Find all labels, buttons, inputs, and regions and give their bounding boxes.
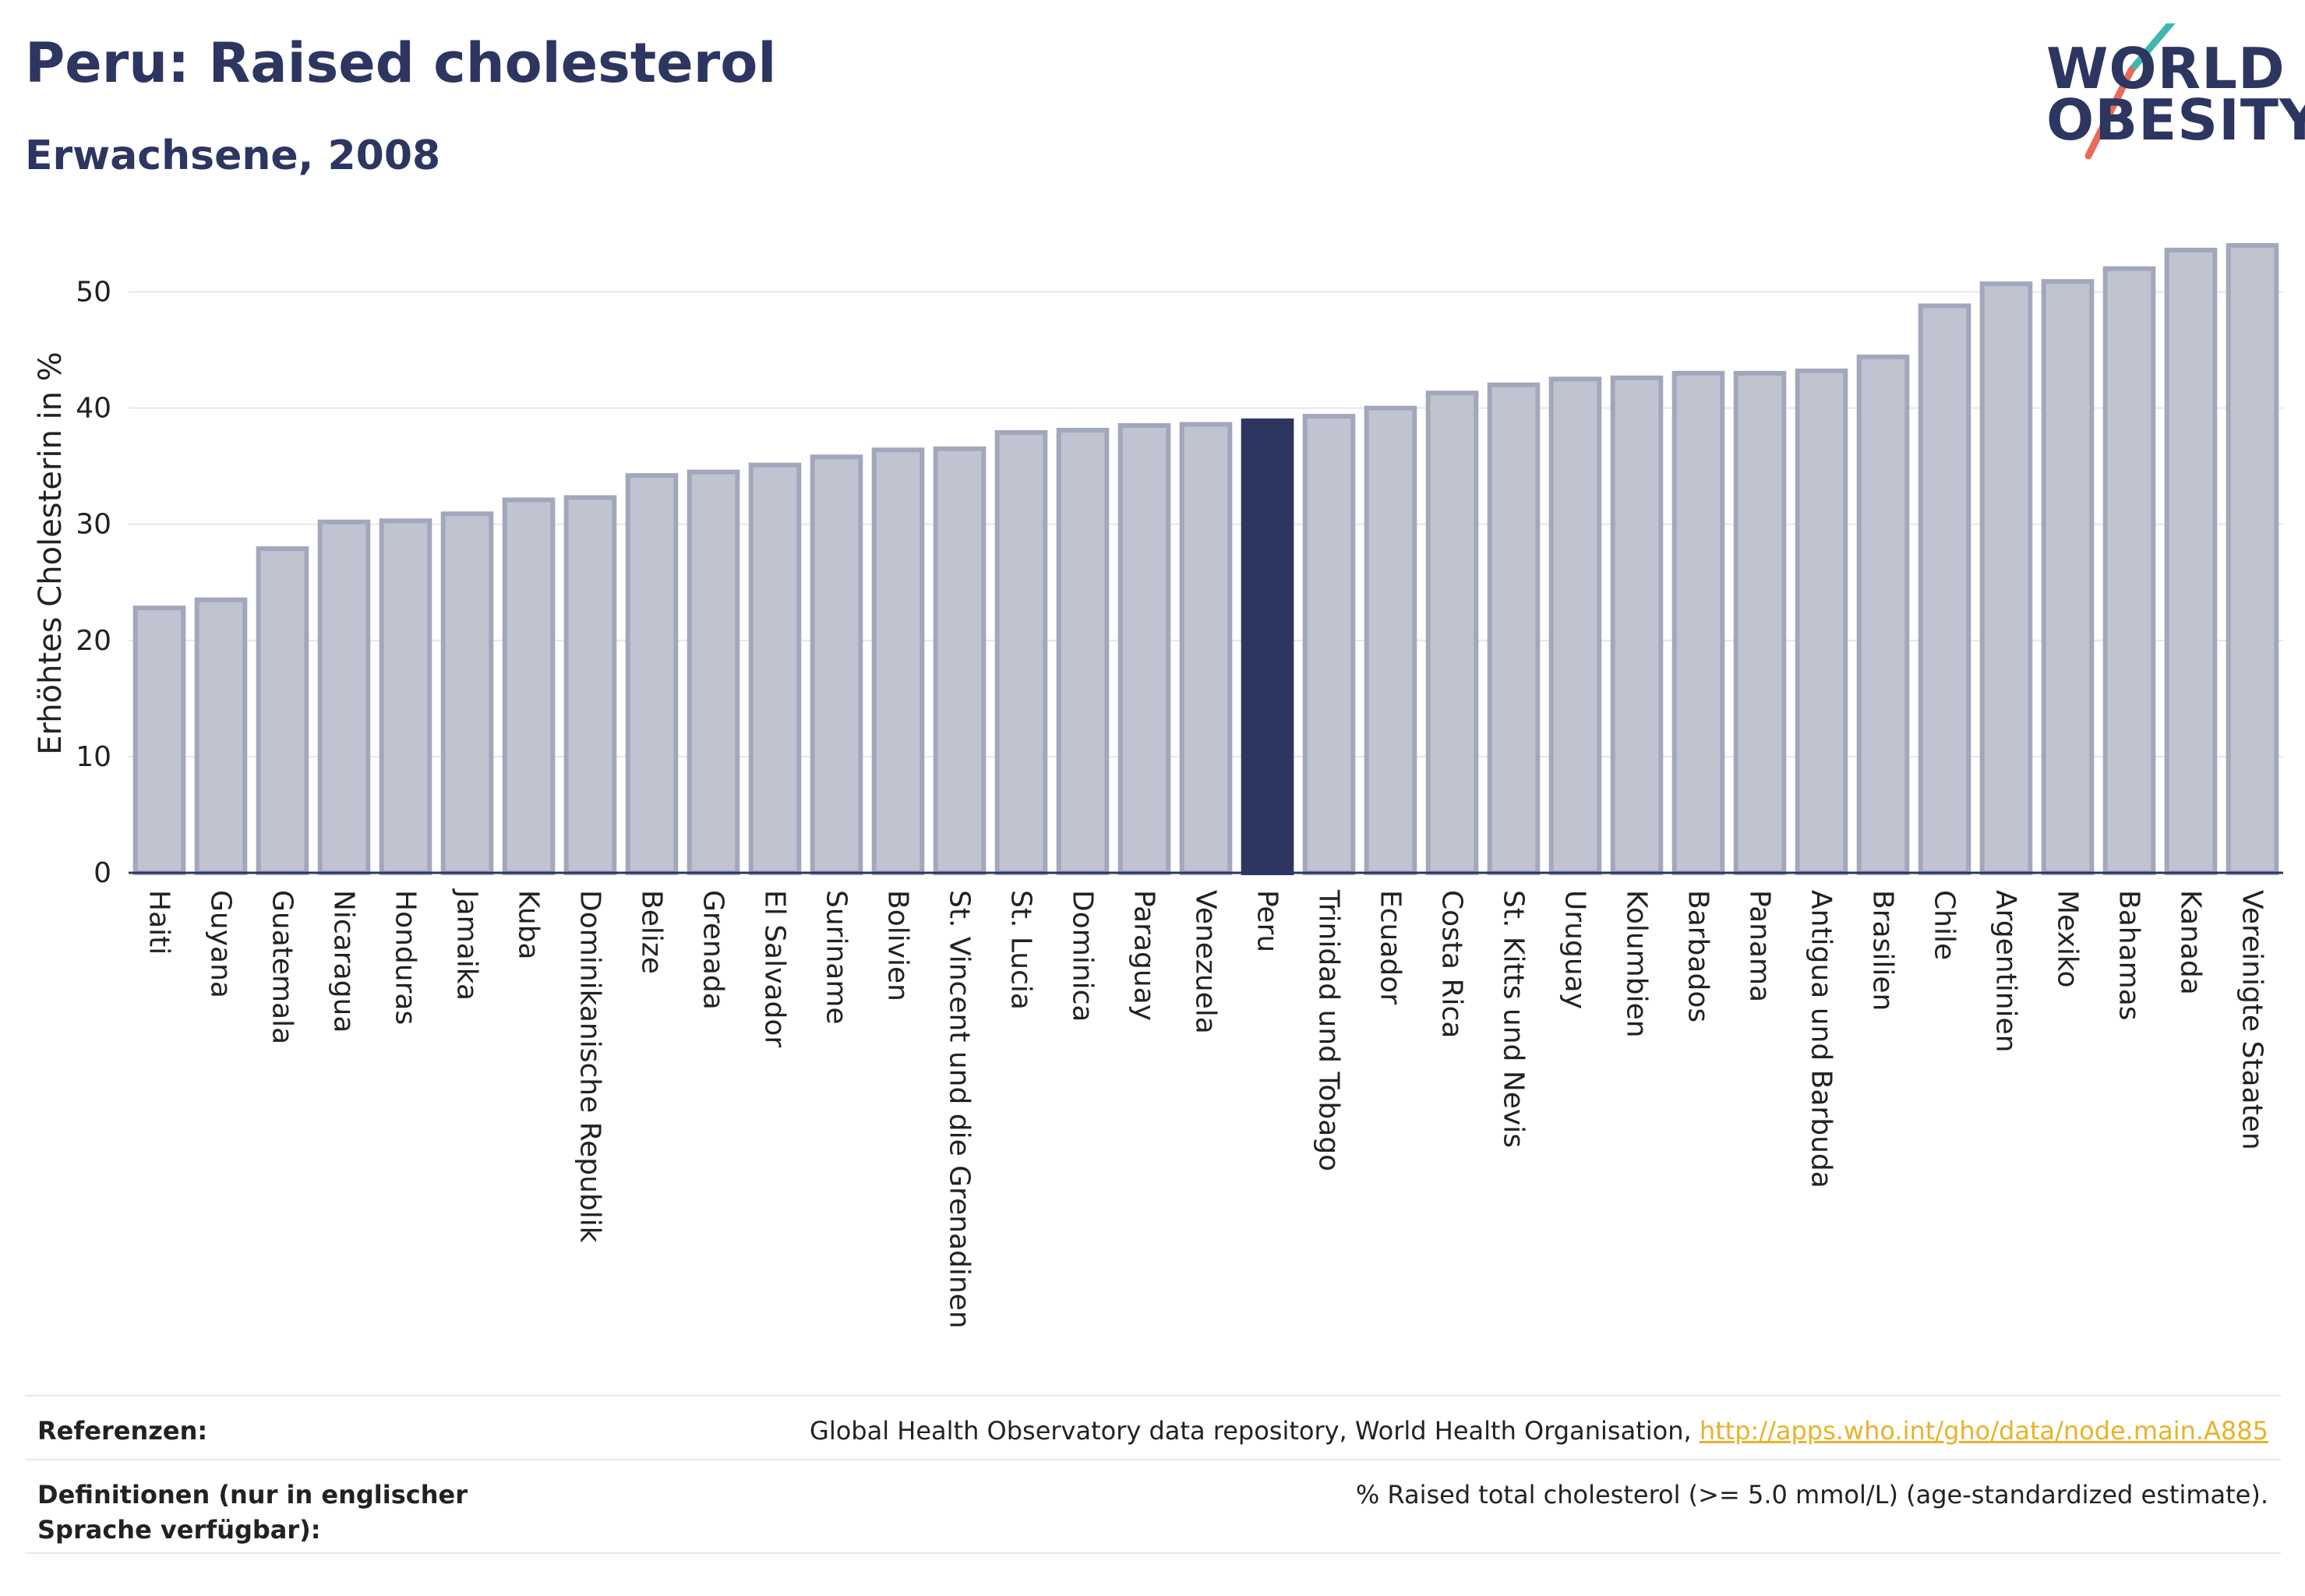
y-tick-label: 40: [76, 393, 111, 425]
page-subtitle: Erwachsene, 2008: [25, 132, 441, 179]
x-tick-label: Vereinigte Staaten: [2236, 890, 2268, 1150]
bar-highlight: [1241, 418, 1294, 875]
x-tick-label: Dominikanische Republik: [574, 890, 606, 1243]
bar: [2164, 247, 2218, 875]
x-tick-label: Bahamas: [2113, 890, 2145, 1021]
bar: [1733, 370, 1787, 875]
x-tick-label: Guyana: [205, 890, 237, 998]
x-tick-label: Barbados: [1682, 890, 1714, 1022]
bar: [2102, 266, 2156, 875]
x-tick-label: Jamaika: [451, 888, 483, 1001]
x-tick-label: Dominica: [1067, 890, 1099, 1022]
footer-references-row: Referenzen: Global Health Observatory da…: [25, 1395, 2281, 1460]
bar: [1979, 281, 2033, 876]
logo-text-world: WORLD: [2046, 36, 2286, 101]
bar: [1487, 382, 1541, 875]
bar: [1856, 355, 1910, 875]
bar: [1548, 376, 1602, 875]
bar: [1795, 368, 1848, 876]
definitions-value: % Raised total cholesterol (>= 5.0 mmol/…: [1355, 1480, 2268, 1509]
y-axis-label: Erhöhtes Cholesterin in %: [33, 351, 69, 754]
bar: [687, 469, 740, 875]
bar-chart: 0 10 20 30 40 50 Erhöhtes Cholesterin in % Hait…: [33, 242, 2283, 1329]
x-tick-label: Argentinien: [1990, 890, 2022, 1053]
x-tick-label: St. Lucia: [1005, 890, 1037, 1010]
footer-definitions-row: Definitionen (nur in englischer Sprache …: [25, 1459, 2281, 1554]
y-tick-label: 20: [76, 625, 111, 657]
bar: [625, 473, 679, 875]
x-tick-label: Paraguay: [1128, 890, 1160, 1021]
bar: [132, 606, 186, 876]
x-tick-label: Mexiko: [2052, 890, 2084, 987]
x-tick-label: Chile: [1929, 890, 1961, 960]
x-tick-label: Trinidad und Tobago: [1313, 889, 1345, 1171]
bar: [1425, 390, 1479, 876]
y-tick-label: 50: [76, 277, 111, 309]
bar: [994, 429, 1048, 876]
bar: [256, 546, 309, 875]
logo-slash-icon: [2084, 23, 2176, 160]
x-tick-label: Brasilien: [1867, 890, 1899, 1011]
x-tick-label: Haiti: [143, 890, 175, 955]
x-tick-label: El Salvador: [759, 890, 791, 1047]
references-value: Global Health Observatory data repositor…: [810, 1414, 2268, 1449]
world-obesity-logo[interactable]: WORLD OBESITY: [2026, 23, 2305, 164]
bar: [2226, 242, 2279, 875]
x-tick-label: Nicaragua: [328, 890, 360, 1033]
footer-bottom-rule: [25, 1552, 2281, 1554]
bar: [810, 454, 863, 876]
x-tick-label: Peru: [1251, 890, 1283, 952]
bar: [563, 495, 617, 875]
bar: [933, 446, 987, 875]
bar: [1610, 375, 1664, 875]
x-tick-label: St. Kitts und Nevis: [1498, 890, 1530, 1148]
x-tick-label: Bolivien: [882, 890, 914, 1001]
x-tick-label: Guatemala: [267, 890, 298, 1044]
logo-text-obesity: OBESITY: [2046, 87, 2305, 153]
page-title: Peru: Raised cholesterol: [25, 31, 777, 95]
bar: [1364, 405, 1417, 875]
definitions-label: Definitionen (nur in englischer Sprache …: [37, 1480, 468, 1545]
x-tick-label: Venezuela: [1190, 890, 1222, 1034]
x-tick-label: Ecuador: [1375, 890, 1407, 1005]
bar: [1918, 303, 1971, 876]
x-tick-label: Belize: [636, 890, 668, 974]
bar: [1302, 414, 1356, 875]
bar: [194, 597, 248, 875]
bar: [1056, 427, 1110, 875]
x-tick-label: Honduras: [390, 890, 422, 1025]
x-tick-label: Grenada: [697, 890, 729, 1010]
x-tick-label: Costa Rica: [1436, 890, 1468, 1038]
references-label: Referenzen:: [37, 1416, 208, 1446]
bar: [317, 519, 371, 875]
x-tick-label: Kanada: [2175, 890, 2207, 995]
x-tick-label: Kuba: [513, 890, 545, 960]
references-link[interactable]: http://apps.who.int/gho/data/node.main.A…: [1699, 1416, 2268, 1446]
bar: [1117, 423, 1171, 875]
y-tick-label: 0: [94, 857, 111, 889]
bar: [1671, 370, 1725, 875]
bar: [748, 462, 802, 875]
bar: [379, 518, 432, 875]
x-tick-label: Uruguay: [1559, 890, 1591, 1009]
bar: [440, 511, 494, 875]
references-text: Global Health Observatory data repositor…: [810, 1416, 1700, 1446]
bar: [2041, 279, 2095, 876]
bar: [1179, 422, 1233, 875]
bar: [502, 497, 556, 875]
x-tick-label: Kolumbien: [1621, 890, 1653, 1038]
x-tick-label: Antigua und Barbuda: [1806, 890, 1837, 1188]
x-tick-label: Panama: [1744, 890, 1776, 1002]
bar: [871, 447, 925, 875]
y-tick-label: 30: [76, 509, 111, 541]
y-tick-label: 10: [76, 741, 111, 773]
x-tick-label: Suriname: [821, 890, 852, 1025]
x-tick-label: St. Vincent und die Grenadinen: [944, 890, 976, 1329]
